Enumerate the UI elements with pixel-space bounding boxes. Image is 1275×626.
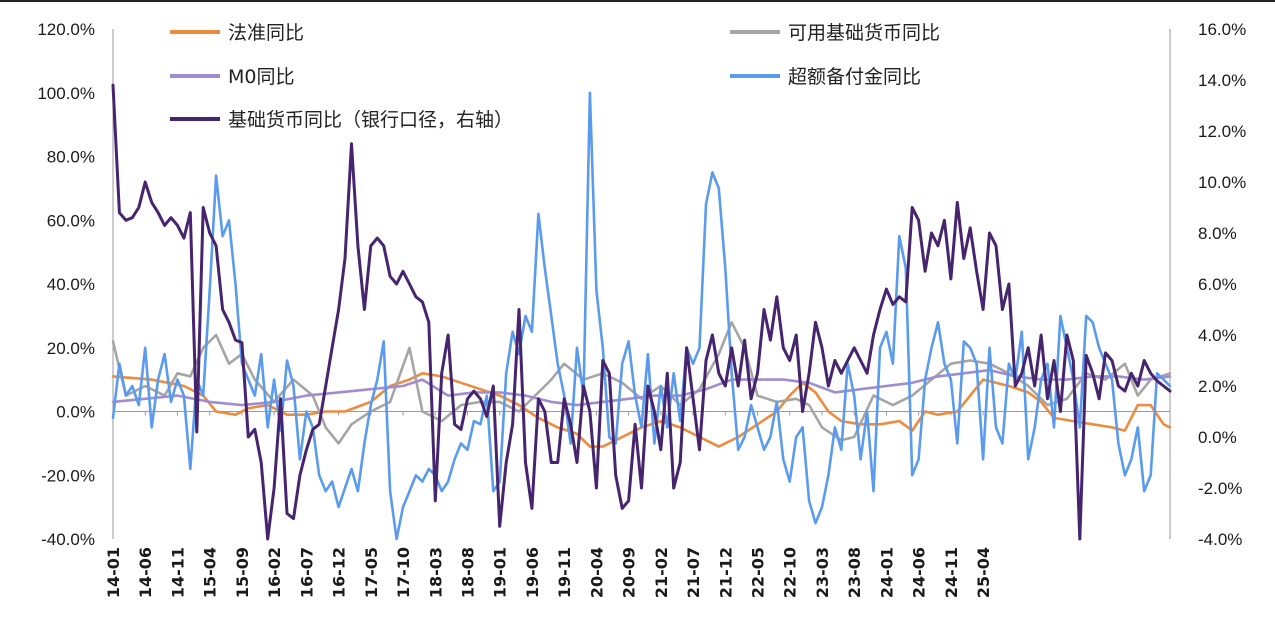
left-y-tick-label: 40.0% (47, 275, 95, 294)
axes-group: -40.0% -20.0% 0.0% 20.0% 40.0% 60.0% 80.0% 100.… (37, 20, 1246, 598)
x-tick-label: 25-04 (974, 547, 993, 598)
right-y-tick-label: 10.0% (1198, 173, 1246, 192)
right-y-tick-label: 14.0% (1198, 71, 1246, 90)
right-y-tick-label: 12.0% (1198, 122, 1246, 141)
x-tick-label: 16-12 (330, 547, 349, 598)
left-y-tick-label: 100.0% (37, 84, 95, 103)
x-tick-label: 18-08 (458, 547, 477, 598)
right-y-tick-label: 6.0% (1198, 275, 1237, 294)
legend-label-2: M0同比 (228, 66, 294, 88)
x-tick-label: 21-12 (716, 547, 735, 598)
x-tick-label: 14-06 (136, 547, 155, 598)
right-y-tick-label: 0.0% (1198, 428, 1237, 447)
left-y-tick-label: 0.0% (56, 403, 95, 422)
x-tick-label: 14-11 (168, 547, 187, 598)
right-y-tick-label: 2.0% (1198, 377, 1237, 396)
x-tick-label: 14-01 (104, 547, 123, 598)
legend-label-0: 法准同比 (228, 22, 304, 44)
x-tick-label: 16-07 (297, 547, 316, 598)
x-tick-label: 22-10 (781, 547, 800, 598)
legend-label-3: 超额备付金同比 (788, 66, 921, 88)
x-tick-label: 17-05 (362, 547, 381, 598)
x-tick-label: 19-01 (491, 547, 510, 598)
left-y-tick-label: 20.0% (47, 339, 95, 358)
x-tick-label: 20-09 (620, 547, 639, 598)
series-line-4 (111, 83, 1172, 541)
left-y-tick-label: -20.0% (41, 466, 95, 485)
right-y-tick-label: 4.0% (1198, 326, 1237, 345)
series-lines (111, 83, 1172, 541)
left-y-tick-label: -40.0% (41, 530, 95, 549)
left-y-tick-label: 120.0% (37, 20, 95, 39)
x-tick-label: 24-11 (942, 547, 961, 598)
left-y-tick-label: 80.0% (47, 148, 95, 167)
right-y-tick-label: -2.0% (1198, 479, 1242, 498)
right-y-tick-label: -4.0% (1198, 530, 1242, 549)
x-tick-label: 21-02 (652, 547, 671, 598)
right-y-tick-label: 8.0% (1198, 224, 1237, 243)
x-tick-label: 17-10 (394, 547, 413, 598)
series-line-0 (111, 371, 1172, 448)
right-y-tick-label: 16.0% (1198, 20, 1246, 39)
x-tick-label: 23-08 (845, 547, 864, 598)
series-line-1 (111, 320, 1172, 445)
legend-label-4: 基础货币同比（银行口径，右轴） (228, 109, 513, 131)
x-tick-label: 24-06 (910, 547, 929, 598)
x-tick-label: 21-07 (684, 547, 703, 598)
x-tick-label: 19-11 (555, 547, 574, 598)
x-tick-label: 20-04 (587, 547, 606, 598)
series-line-3 (111, 91, 1172, 541)
legend-label-1: 可用基础货币同比 (788, 22, 940, 44)
x-tick-label: 15-09 (233, 547, 252, 598)
x-tick-label: 15-04 (201, 547, 220, 598)
x-tick-label: 22-05 (749, 547, 768, 598)
left-y-tick-label: 60.0% (47, 211, 95, 230)
x-tick-label: 18-03 (426, 547, 445, 598)
x-tick-label: 19-06 (523, 547, 542, 598)
x-tick-label: 16-02 (265, 547, 284, 598)
x-tick-label: 23-03 (813, 547, 832, 598)
x-tick-label: 24-01 (877, 547, 896, 598)
